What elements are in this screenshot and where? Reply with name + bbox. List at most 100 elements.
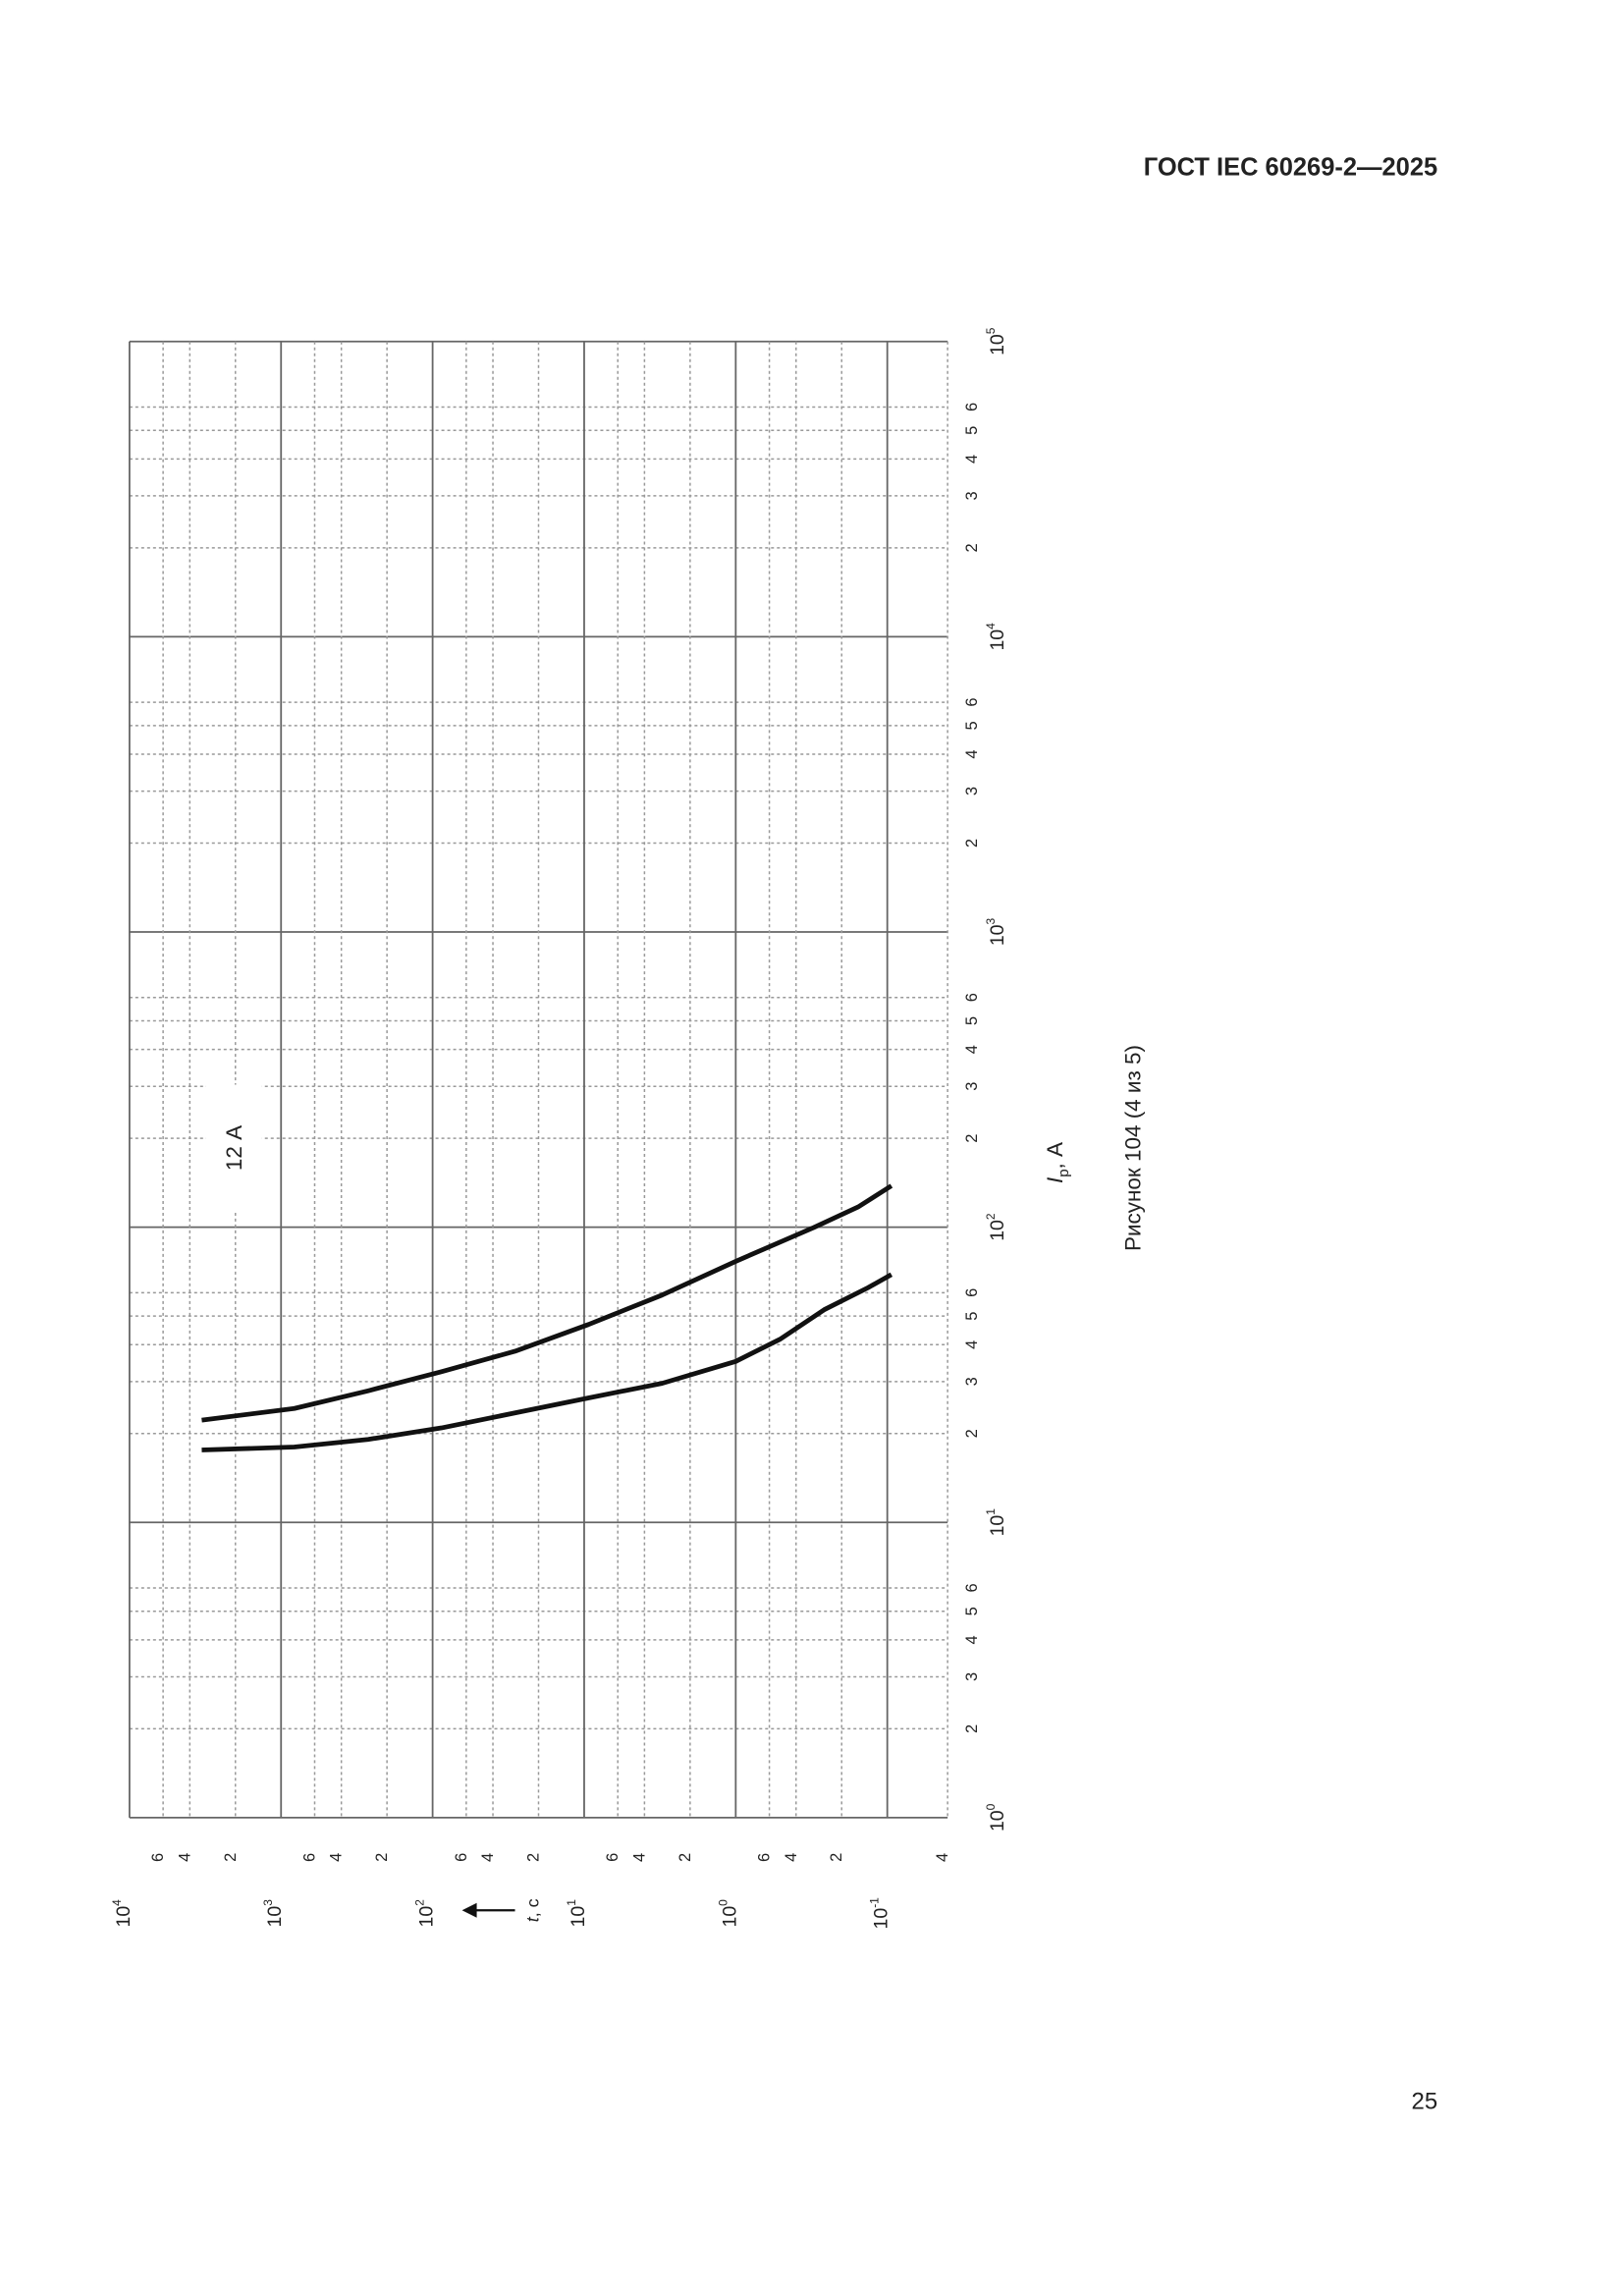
tick-label-base: 10 (568, 1906, 589, 1928)
tick-label-sup: 3 (261, 1899, 275, 1906)
tick-label-base: 6 (756, 1853, 774, 1862)
tick-label-base: 2 (222, 1853, 240, 1862)
tick-label: 5 (963, 426, 981, 435)
tick-label: 4 (963, 749, 981, 758)
tick-label-base: 6 (963, 993, 981, 1002)
tick-label-sup: 0 (984, 1803, 998, 1810)
tick-label-base: 3 (963, 1082, 981, 1091)
tick-label-base: 4 (630, 1853, 648, 1862)
tick-label: 2 (963, 1724, 981, 1733)
figure-caption: Рисунок 104 (4 из 5) (1120, 1045, 1145, 1251)
tick-label: 5 (963, 721, 981, 730)
tick-label-base: 5 (963, 1312, 981, 1321)
tick-label-base: 10 (987, 1810, 1008, 1831)
tick-label: 4 (630, 1853, 648, 1862)
decade-label: 103 (261, 1899, 286, 1928)
tick-label-base: 4 (963, 455, 981, 464)
tick-label-base: 10 (719, 1906, 740, 1928)
grid: 1002345610123456102234561032345610423456… (110, 327, 1008, 1929)
decade-label: 100 (984, 1803, 1008, 1831)
tick-label: 4 (176, 1853, 193, 1862)
tick-label-base: 10 (871, 1908, 893, 1930)
decade-label: 10-1 (868, 1897, 893, 1930)
tick-label-base: 10 (987, 629, 1008, 651)
tick-label: 3 (963, 787, 981, 795)
tick-label-base: 4 (176, 1853, 193, 1862)
tick-label-base: 4 (963, 1045, 981, 1054)
tick-label-base: 4 (934, 1853, 951, 1862)
tick-label: 4 (963, 455, 981, 464)
x-axis-title: Iр, А (1043, 1142, 1072, 1183)
tick-label: 3 (963, 1082, 981, 1091)
tick-label-sup: 0 (716, 1899, 730, 1906)
axis-arrowhead (461, 1902, 477, 1918)
tick-label-base: 5 (963, 426, 981, 435)
tick-label: 6 (756, 1853, 774, 1862)
tick-label: 5 (963, 1312, 981, 1321)
tick-label-base: 10 (987, 924, 1008, 946)
tick-label: 6 (149, 1853, 167, 1862)
tick-label-base: 6 (300, 1853, 318, 1862)
tick-label: 2 (963, 839, 981, 847)
tick-label-base: 5 (963, 721, 981, 730)
tick-label-base: 5 (963, 1607, 981, 1615)
tick-label: 2 (963, 1134, 981, 1143)
tick-label-sup: 3 (984, 918, 998, 925)
tick-label: 6 (963, 993, 981, 1002)
tick-label: 3 (963, 1377, 981, 1386)
tick-label-base: 4 (783, 1853, 800, 1862)
tick-label-base: 4 (479, 1853, 497, 1862)
tick-label-sup: -1 (868, 1897, 882, 1908)
tick-label-base: 3 (963, 787, 981, 795)
tick-label: 4 (328, 1853, 346, 1862)
tick-label-base: 6 (453, 1853, 470, 1862)
tick-label-base: 10 (264, 1906, 286, 1928)
tick-label-base: 4 (328, 1853, 346, 1862)
annotation: 12 А (222, 1125, 246, 1171)
tick-label: 6 (604, 1853, 622, 1862)
tick-label-base: 2 (963, 1724, 981, 1733)
tick-label-base: 3 (963, 1377, 981, 1386)
y-axis-title: t, с (523, 1898, 543, 1922)
tick-label-base: 10 (987, 334, 1008, 355)
tick-label-sup: 1 (565, 1899, 578, 1906)
tick-label-base: 2 (963, 543, 981, 552)
tick-label: 3 (963, 1672, 981, 1681)
tick-label-sup: 1 (984, 1508, 998, 1515)
decade-label: 102 (413, 1899, 438, 1928)
decade-label: 100 (716, 1899, 740, 1928)
tick-label: 2 (963, 1429, 981, 1438)
decade-label: 101 (565, 1899, 589, 1928)
tick-label-base: 10 (113, 1906, 135, 1928)
tick-label-base: 10 (987, 1515, 1008, 1537)
tick-label: 6 (963, 403, 981, 411)
decade-label: 104 (110, 1899, 135, 1928)
tick-label-base: 2 (963, 1134, 981, 1143)
tick-label: 4 (934, 1853, 951, 1862)
tick-label-base: 6 (149, 1853, 167, 1862)
tick-label-base: 2 (525, 1853, 543, 1862)
tick-label: 2 (373, 1853, 391, 1862)
tick-label-base: 2 (676, 1853, 694, 1862)
curve (201, 1183, 893, 1423)
x-label-unit: , А (1043, 1142, 1067, 1169)
tick-label: 2 (828, 1853, 845, 1862)
tick-label-base: 2 (963, 839, 981, 847)
tick-label-sup: 4 (984, 623, 998, 629)
decade-label: 105 (984, 327, 1008, 355)
y-label-symbol: t (523, 1916, 543, 1922)
tick-label: 6 (300, 1853, 318, 1862)
tick-label: 6 (963, 697, 981, 706)
tick-label-base: 3 (963, 491, 981, 500)
tick-label: 2 (222, 1853, 240, 1862)
tick-label-base: 6 (963, 403, 981, 411)
plot (201, 1183, 893, 1452)
tick-label: 4 (963, 1340, 981, 1349)
x-label-sub: р (1055, 1169, 1072, 1176)
tick-label: 5 (963, 1016, 981, 1025)
tick-label-base: 10 (416, 1906, 438, 1928)
tick-label: 4 (963, 1635, 981, 1644)
tick-label-base: 5 (963, 1016, 981, 1025)
